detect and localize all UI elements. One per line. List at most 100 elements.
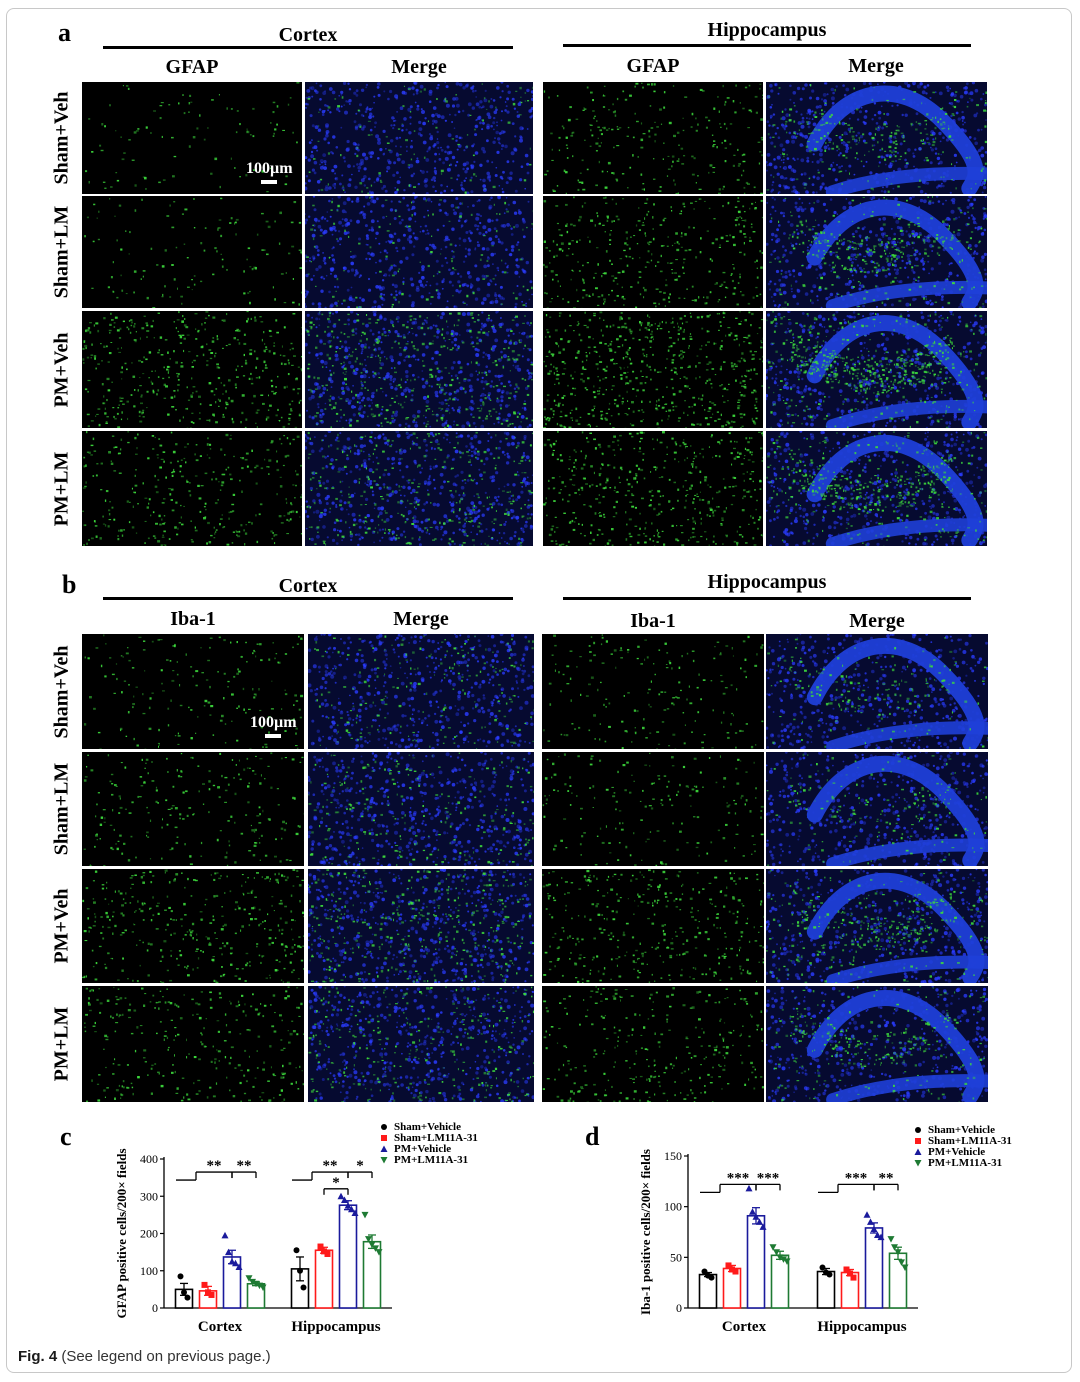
b-tile-r1-c4	[766, 634, 988, 749]
d-legend-marker-0	[915, 1127, 921, 1133]
c-sig-bracket-1	[231, 1171, 257, 1179]
panel-b-col-cortex-marker: Iba-1	[170, 608, 216, 630]
c-legend-label-3: PM+LM11A-31	[394, 1154, 468, 1166]
c-point	[341, 1196, 348, 1203]
c-ytick-0: 0	[152, 1301, 158, 1315]
b-tile-r3-c1	[82, 869, 304, 983]
a-tile-r3-c1	[82, 311, 302, 428]
d-point	[780, 1256, 787, 1263]
c-point	[324, 1250, 331, 1257]
c-sig-bracket-3	[347, 1171, 373, 1179]
c-ytick-2: 200	[140, 1227, 158, 1241]
b-tile-r4-c1	[82, 986, 304, 1102]
b-row-label-4: PM+LM	[50, 986, 74, 1102]
c-point	[293, 1247, 300, 1254]
d-ytick-2: 100	[664, 1200, 682, 1214]
d-point	[783, 1258, 791, 1265]
d-point	[745, 1184, 753, 1192]
b-row-label-1: Sham+Veh	[50, 634, 74, 749]
d-point	[776, 1254, 784, 1261]
panel-b-hippocampus-header: Hippocampus	[707, 571, 827, 593]
c-point	[256, 1282, 263, 1290]
b-tile-r3-c4	[766, 869, 988, 983]
c-legend-item-0	[381, 1124, 387, 1130]
panel-b-cortex-header: Cortex	[278, 575, 338, 597]
d-point	[708, 1274, 715, 1281]
d-bar-1-3	[888, 1252, 908, 1309]
c-legend-marker-2	[380, 1145, 388, 1152]
c-point	[344, 1202, 352, 1209]
d-ytick-3: 150	[664, 1149, 682, 1163]
d-point	[847, 1270, 853, 1277]
b-tile-r1-c1	[82, 634, 304, 749]
d-point	[901, 1264, 909, 1271]
b-row-label-text: PM+LM	[50, 1006, 73, 1082]
d-point	[819, 1264, 826, 1271]
c-points-1-1	[317, 1243, 331, 1257]
panel-b-hippocampus-rule	[563, 597, 971, 600]
a-tile-r2-c1	[82, 196, 302, 308]
c-legend-marker-1	[381, 1135, 387, 1141]
a-row-label-4: PM+LM	[50, 431, 74, 546]
c-bar-1-1	[314, 1249, 334, 1309]
d-legend-marker-2	[914, 1148, 922, 1155]
c-sig-bracket-0	[176, 1171, 233, 1181]
c-category-1: Hippocampus	[291, 1319, 380, 1335]
panel-b-col-cortex-merge: Merge	[393, 608, 449, 630]
c-point	[245, 1275, 253, 1282]
c-legend-item-2	[380, 1145, 388, 1152]
figure-caption: Fig. 4 (See legend on previous page.)	[18, 1348, 271, 1365]
d-bar-0-0	[698, 1273, 718, 1309]
panel-d-letter: d	[585, 1122, 600, 1151]
panel-a-letter: a	[58, 18, 71, 47]
d-sig-label-3: **	[879, 1170, 894, 1186]
c-point	[297, 1267, 303, 1274]
c-point	[249, 1278, 256, 1286]
d-point	[877, 1233, 885, 1241]
c-legend-item-1	[381, 1135, 387, 1141]
d-point	[826, 1271, 833, 1278]
a-row-label-text: Sham+Veh	[50, 91, 73, 185]
c-ytick-1: 100	[140, 1264, 158, 1278]
d-point	[756, 1218, 763, 1225]
a-row-label-1: Sham+Veh	[50, 82, 74, 194]
d-ylabel: Iba-1 positive cells/200× fields	[638, 1149, 653, 1315]
d-bar-0-3	[770, 1254, 790, 1309]
c-point	[205, 1289, 211, 1296]
d-point	[752, 1213, 760, 1220]
c-points-0-1	[201, 1281, 215, 1298]
a-row-label-text: Sham+LM	[50, 205, 73, 299]
c-sig-bracket-4	[323, 1188, 349, 1195]
c-legend-label-0: Sham+Vehicle	[394, 1121, 461, 1133]
b-tile-r3-c3	[542, 869, 764, 983]
c-points-1-3	[361, 1211, 383, 1256]
d-points-1-0	[819, 1264, 833, 1278]
panel-a-col-hippo-marker: GFAP	[626, 55, 680, 77]
c-point	[337, 1192, 345, 1200]
c-point	[259, 1284, 267, 1292]
c-point	[232, 1259, 239, 1267]
a-tile-r3-c4	[766, 311, 987, 428]
b-row-label-3: PM+Veh	[50, 869, 74, 983]
d-points-1-1	[843, 1266, 857, 1281]
c-ytick-4: 400	[140, 1152, 158, 1166]
a-tile-r1-c3	[543, 82, 763, 194]
panel-b-col-hippo-marker: Iba-1	[630, 610, 676, 632]
a-tile-r4-c1	[82, 431, 302, 546]
c-ytick-3: 300	[140, 1189, 158, 1203]
panel-a-col-hippo-merge: Merge	[848, 55, 904, 77]
a-tile-r4-c3	[543, 431, 763, 546]
d-legend-item-2	[914, 1148, 922, 1155]
c-point	[177, 1273, 184, 1280]
a-tile-r2-c3	[543, 196, 763, 308]
d-category-0: Cortex	[722, 1319, 767, 1335]
c-point	[228, 1257, 236, 1265]
d-point	[874, 1231, 881, 1239]
d-point	[749, 1208, 756, 1215]
d-legend-marker-1	[915, 1138, 921, 1144]
d-point	[850, 1274, 857, 1281]
d-points-0-1	[725, 1262, 739, 1275]
panel-b-letter: b	[62, 570, 77, 599]
d-legend-marker-3	[914, 1160, 922, 1167]
c-point	[252, 1280, 260, 1288]
